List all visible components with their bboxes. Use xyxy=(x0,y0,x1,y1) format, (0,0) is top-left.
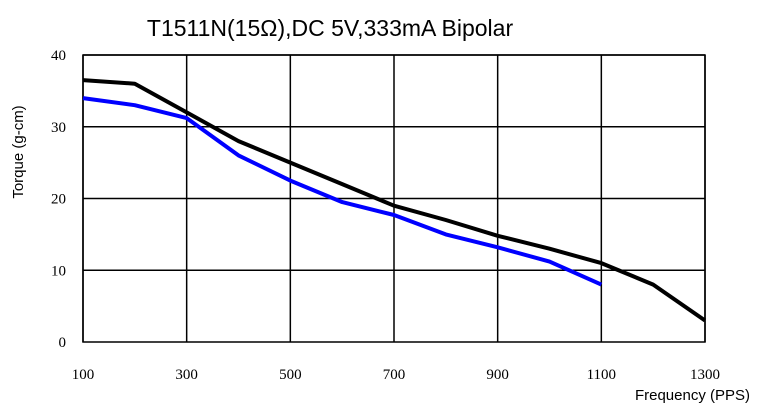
series-line-2 xyxy=(82,96,603,287)
x-tick-label: 300 xyxy=(175,367,198,383)
y-axis-label: Torque (g-cm) xyxy=(10,105,27,198)
x-tick-label: 1300 xyxy=(690,367,720,383)
x-tick-label: 1100 xyxy=(587,367,616,383)
y-tick-label: 20 xyxy=(51,192,66,208)
x-tick-label: 100 xyxy=(72,367,95,383)
y-tick-label: 0 xyxy=(59,335,67,351)
x-tick-label: 500 xyxy=(279,367,302,383)
y-tick-label: 30 xyxy=(51,120,66,136)
tick-labels: 100 300 500 700 900 1100 1300 0 10 20 30 40 xyxy=(51,48,720,383)
plot-frame xyxy=(82,54,706,343)
x-tick-label: 700 xyxy=(383,367,406,383)
y-tick-label: 10 xyxy=(51,263,66,279)
y-tick-label: 40 xyxy=(51,48,66,64)
grid-lines xyxy=(82,54,706,342)
x-axis-label: Frequency (PPS) xyxy=(635,387,750,404)
chart-title: T1511N(15Ω),DC 5V,333mA Bipolar xyxy=(147,15,514,41)
series-layer xyxy=(82,78,707,323)
series-line-1 xyxy=(82,78,707,323)
x-tick-label: 900 xyxy=(486,367,509,383)
